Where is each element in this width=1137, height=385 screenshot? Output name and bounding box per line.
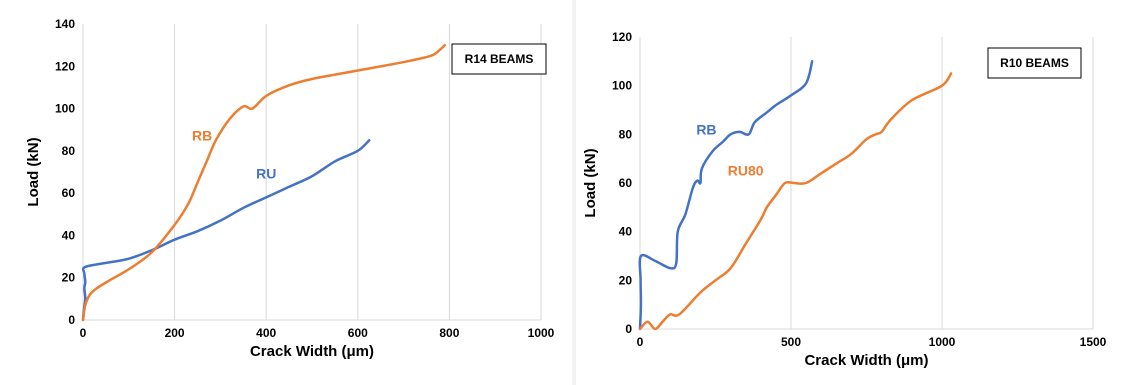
chart2-y-tick-label: 80 — [619, 127, 633, 141]
chart1-y-axis-title: Load (kN) — [25, 137, 42, 206]
chart2-x-tick-label: 1000 — [929, 335, 956, 349]
chart1-x-tick-label: 1000 — [528, 326, 555, 340]
chart2-series-label-rb: RB — [696, 121, 716, 137]
chart-panel-r14: 0 20 40 60 80 100 120 140 0 200 400 600 800 1000 Crack… — [25, 17, 555, 360]
chart1-title-box-border — [451, 43, 547, 75]
chart1-title-box: R14 BEAMS — [451, 43, 547, 75]
chart2-y-axis-title: Load (kN) — [582, 148, 599, 217]
chart1-y-tick-label: 60 — [62, 186, 76, 200]
chart2-series-line-ru80 — [638, 72, 953, 331]
chart2-x-tick-label: 1500 — [1080, 335, 1107, 349]
chart1-y-tick-label: 40 — [62, 228, 76, 242]
chart1-x-tick-label: 0 — [80, 326, 87, 340]
chart1-series-line-rb — [81, 43, 447, 322]
chart1-y-tick-label: 140 — [55, 17, 75, 31]
chart1-title: R14 BEAMS — [465, 52, 534, 66]
chart1-series-line-ru — [81, 139, 371, 322]
chart1-x-tick-label: 600 — [348, 326, 368, 340]
chart2-y-tick-label: 60 — [619, 176, 633, 190]
chart2-x-axis-title: Crack Width (μm) — [804, 352, 928, 369]
chart1-y-tick-label: 100 — [55, 102, 75, 116]
chart-panel-r10: 0 20 40 60 80 100 120 0 500 1000 1500 Crack Width (… — [576, 0, 1137, 385]
chart2-series-label-ru80: RU80 — [728, 163, 764, 179]
chart1-series-label-ru: RU — [256, 165, 276, 181]
chart1-y-tick-label: 20 — [62, 271, 76, 285]
chart2-y-tick-label: 100 — [612, 79, 632, 93]
chart1-x-tick-label: 800 — [439, 326, 459, 340]
chart2-title-box: R10 BEAMS — [987, 47, 1082, 79]
chart-r10-svg: 0 20 40 60 80 100 120 0 500 1000 1500 Crack Width (… — [582, 30, 1107, 369]
chart2-x-tick-label: 500 — [781, 335, 801, 349]
chart1-y-tick-label: 0 — [68, 313, 75, 327]
chart2-x-tick-label: 0 — [637, 335, 644, 349]
chart2-title: R10 BEAMS — [1000, 56, 1069, 70]
chart2-y-tick-label: 20 — [619, 273, 633, 287]
chart2-y-tick-label: 120 — [612, 30, 632, 44]
chart1-x-tick-label: 400 — [256, 326, 276, 340]
chart-r14-svg: 0 20 40 60 80 100 120 140 0 200 400 600 800 1000 Crack… — [25, 17, 555, 360]
chart2-series-line-rb — [638, 60, 814, 331]
chart1-x-tick-label: 200 — [165, 326, 185, 340]
chart1-y-tick-label: 120 — [55, 59, 75, 73]
chart2-title-box-border — [987, 47, 1082, 79]
chart2-y-tick-label: 40 — [619, 225, 633, 239]
chart2-y-tick-label: 0 — [625, 322, 632, 336]
chart1-x-axis-title: Crack Width (μm) — [250, 343, 374, 360]
panel-divider — [572, 0, 576, 385]
chart1-y-tick-label: 80 — [62, 144, 76, 158]
chart1-series-label-rb: RB — [192, 127, 212, 143]
